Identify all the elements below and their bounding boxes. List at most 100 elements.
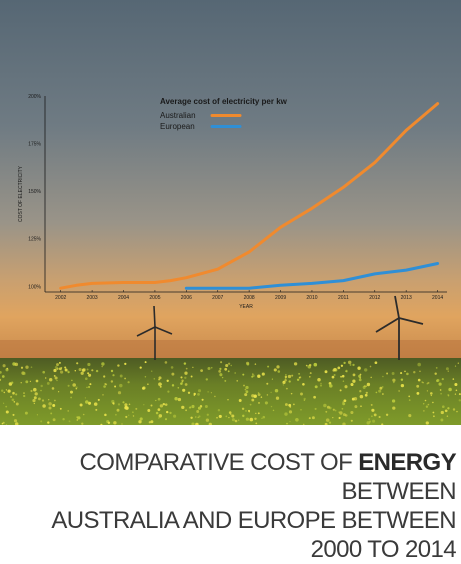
flower-speck [231, 418, 235, 422]
flower-speck [62, 418, 65, 421]
flower-speck [366, 382, 371, 387]
flower-speck [111, 399, 115, 404]
flower-speck [86, 368, 89, 371]
flower-speck [440, 392, 442, 395]
flower-speck [319, 384, 323, 387]
flower-speck [371, 415, 373, 417]
flower-speck [252, 374, 255, 378]
flower-speck [264, 401, 268, 405]
flower-speck [173, 414, 177, 418]
flower-speck [445, 367, 449, 371]
flower-speck [150, 370, 153, 373]
flower-speck [3, 391, 6, 394]
flower-speck [58, 361, 61, 364]
flower-speck [174, 397, 178, 401]
chart-photo-background: 100%125%150%175%200% 2002 2003 2004 2005 200… [0, 0, 461, 425]
flower-speck [184, 371, 188, 375]
flower-speck [127, 381, 130, 384]
flower-speck [124, 377, 127, 380]
flower-speck [236, 380, 238, 382]
flower-speck [197, 389, 202, 393]
flower-speck [159, 385, 162, 388]
flower-speck [180, 382, 183, 385]
flower-speck [352, 363, 355, 367]
flower-speck [0, 371, 2, 374]
flower-speck [102, 394, 104, 396]
flower-speck [228, 411, 232, 414]
y-tick-label: 100% [28, 284, 41, 290]
flower-speck [441, 377, 444, 381]
flower-speck [255, 412, 257, 415]
flower-speck [182, 388, 186, 392]
flower-speck [342, 413, 346, 417]
flower-speck [314, 407, 317, 410]
flower-speck [358, 378, 362, 382]
flower-speck [287, 374, 292, 379]
flower-speck [157, 397, 161, 401]
flower-speck [155, 399, 157, 402]
flower-speck [13, 419, 18, 423]
flower-speck [185, 409, 188, 412]
flower-speck [191, 404, 195, 409]
flower-speck [227, 398, 229, 401]
flower-speck [169, 411, 172, 415]
flower-speck [308, 417, 311, 420]
flower-speck [76, 362, 79, 365]
flower-speck [284, 375, 288, 379]
flower-speck [284, 412, 288, 416]
flower-speck [350, 419, 353, 422]
flower-speck [56, 379, 58, 382]
flower-speck [285, 374, 287, 376]
flower-speck [78, 367, 82, 372]
flower-speck [288, 410, 293, 414]
flower-speck [64, 366, 67, 369]
flower-speck [77, 416, 81, 420]
flower-speck [334, 409, 337, 412]
flower-speck [456, 410, 458, 413]
flower-speck [326, 405, 330, 409]
flower-speck [251, 398, 255, 402]
flower-speck [426, 390, 429, 392]
flower-speck [308, 363, 312, 367]
flower-speck [72, 383, 76, 387]
flower-speck [36, 414, 39, 416]
flower-speck [33, 396, 37, 400]
flower-speck [35, 379, 39, 383]
flower-speck [382, 375, 384, 378]
flower-speck [113, 421, 117, 425]
caption-line-1-suffix: between [341, 478, 457, 505]
flower-speck [67, 410, 70, 412]
flower-speck [368, 418, 370, 420]
flower-speck [300, 409, 302, 411]
field-flowers [0, 360, 461, 425]
flower-speck [143, 404, 145, 406]
flower-speck [11, 381, 14, 384]
flower-speck [438, 382, 442, 386]
flower-speck [42, 404, 46, 408]
flower-speck [204, 405, 208, 408]
flower-speck [424, 399, 427, 402]
flower-speck [107, 421, 111, 425]
flower-speck [110, 369, 114, 373]
flower-speck [447, 370, 449, 372]
x-tick-label: 2008 [244, 295, 255, 301]
flower-speck [103, 375, 106, 378]
flower-speck [89, 383, 92, 386]
flower-speck [148, 421, 151, 424]
flower-speck [197, 406, 202, 410]
flower-speck [440, 410, 444, 415]
flower-speck [128, 414, 130, 416]
caption-line-1: Comparative cost of Energy between [0, 448, 457, 506]
flower-speck [79, 403, 83, 407]
flower-speck [242, 414, 245, 418]
flower-speck [153, 378, 156, 380]
flower-speck [214, 395, 216, 398]
flower-speck [53, 374, 56, 377]
flower-speck [117, 403, 121, 406]
flower-speck [288, 403, 292, 407]
flower-speck [56, 363, 59, 367]
flower-speck [60, 370, 64, 374]
flower-speck [124, 403, 128, 407]
flower-speck [258, 401, 260, 404]
flower-speck [85, 400, 89, 404]
